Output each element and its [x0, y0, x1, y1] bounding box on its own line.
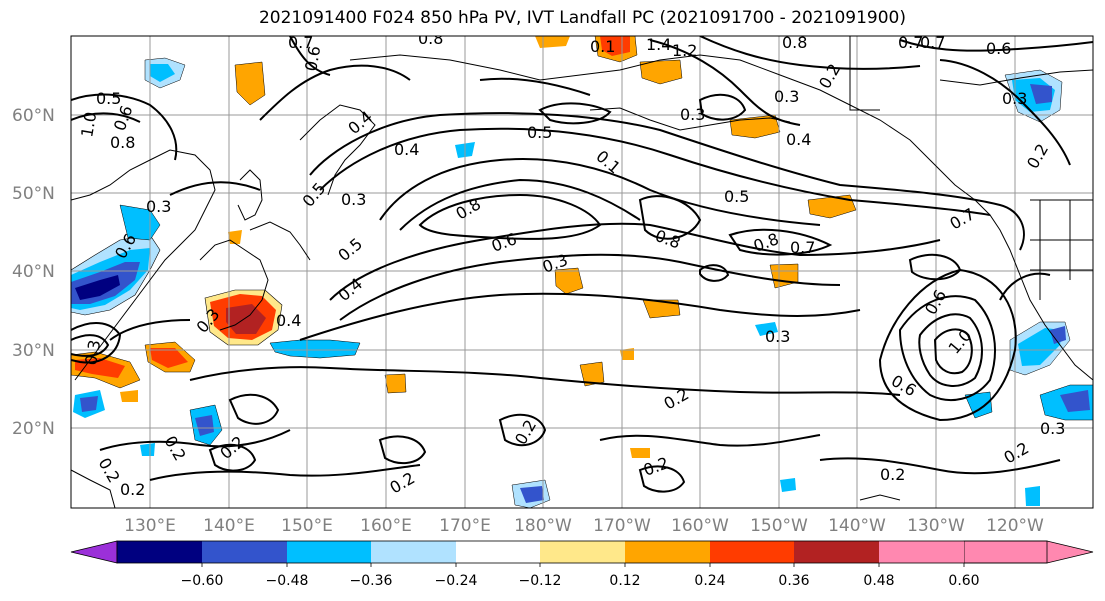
contour-label: 0.3 [1040, 419, 1065, 438]
contour-label: 0.3 [774, 87, 799, 106]
latitude-labels: 60°N 50°N 40°N 30°N 20°N [12, 106, 55, 439]
contour-label: 0.4 [394, 140, 419, 159]
lat-label: 50°N [12, 184, 55, 204]
lon-label: 170°W [593, 516, 651, 536]
coastlines [71, 36, 1093, 508]
contour-label: 0.6 [986, 39, 1011, 58]
lat-label: 20°N [12, 419, 55, 439]
colorbar-segment [625, 541, 710, 563]
contour-label: 0.8 [110, 133, 135, 152]
lon-label: 140°W [828, 516, 886, 536]
contour-label: 1.0 [77, 110, 100, 138]
contour-label: 0.3 [765, 327, 790, 346]
colorbar-segment [456, 541, 540, 563]
contour-label: 0.2 [880, 465, 905, 484]
colorbar-tick-label: 0.36 [778, 573, 809, 589]
contour-label: 0.3 [1002, 89, 1027, 108]
lon-label: 130°E [124, 516, 176, 536]
lon-label: 130°W [907, 516, 965, 536]
lon-label: 120°W [986, 516, 1044, 536]
colorbar-left-extension [70, 540, 118, 564]
contour-label: 0.8 [782, 33, 807, 52]
contour-label: 0.5 [96, 89, 121, 108]
colorbar-right-extension [963, 540, 1094, 564]
contour-label: 1.2 [672, 41, 697, 60]
colorbar-segment [287, 541, 371, 563]
map-title: 2021091400 F024 850 hPa PV, IVT Landfall… [258, 8, 906, 28]
colorbar-tick-label: −0.36 [350, 573, 393, 589]
colorbar-tick-label: −0.48 [266, 573, 309, 589]
colorbar-segment [879, 541, 964, 563]
contour-label: 0.4 [786, 130, 811, 149]
contour-label: 0.5 [724, 187, 749, 206]
colorbar-segment [794, 541, 879, 563]
contour-label: 0.6 [301, 44, 324, 72]
lat-label: 40°N [12, 262, 55, 282]
contour-label: 0.3 [341, 190, 366, 209]
colorbar: −0.60 −0.48 −0.36 −0.24 −0.12 0.12 0.24 … [70, 540, 1094, 589]
contour-label: 0.2 [120, 480, 145, 499]
colorbar-segment [540, 541, 625, 563]
pv-contours [71, 36, 1093, 493]
contour-label: 0.3 [146, 197, 171, 216]
lat-label: 30°N [12, 341, 55, 361]
contour-label: 0.7 [898, 33, 923, 52]
contour-label: 0.1 [590, 37, 615, 56]
contour-label: 0.7 [920, 33, 945, 52]
contour-label: 0.3 [680, 105, 705, 124]
map-background [71, 36, 1093, 508]
contour-label: 0.5 [527, 123, 552, 142]
contour-label: 1.4 [646, 35, 671, 54]
lon-label: 160°W [671, 516, 729, 536]
contour-label: 0.8 [418, 29, 443, 48]
colorbar-tick-label: −0.12 [519, 573, 562, 589]
graticule [71, 36, 1093, 508]
lon-label: 180°W [514, 516, 572, 536]
contour-label: 0.4 [276, 311, 301, 330]
colorbar-segment [710, 541, 794, 563]
colorbar-segment [202, 541, 287, 563]
lon-label: 150°W [750, 516, 808, 536]
colorbar-tick-label: −0.60 [181, 573, 224, 589]
colorbar-tick-label: 0.48 [863, 573, 894, 589]
colorbar-tick-label: 0.24 [694, 573, 725, 589]
map-frame [70, 35, 1094, 509]
colorbar-segment [371, 541, 456, 563]
colorbar-tick-label: 0.60 [948, 573, 979, 589]
contour-label: 0.7 [288, 33, 313, 52]
longitude-labels: 130°E 140°E 150°E 160°E 170°E 180°W 170°… [124, 516, 1044, 536]
contour-label: 0.3 [81, 338, 104, 366]
lon-label: 150°E [281, 516, 333, 536]
lon-label: 160°E [360, 516, 412, 536]
contour-label: 0.7 [790, 238, 815, 257]
lon-label: 140°E [203, 516, 255, 536]
lat-label: 60°N [12, 106, 55, 126]
lon-label: 170°E [439, 516, 491, 536]
colorbar-tick-label: 0.12 [609, 573, 640, 589]
colorbar-tick-label: −0.24 [435, 573, 478, 589]
colorbar-segment [117, 541, 202, 563]
